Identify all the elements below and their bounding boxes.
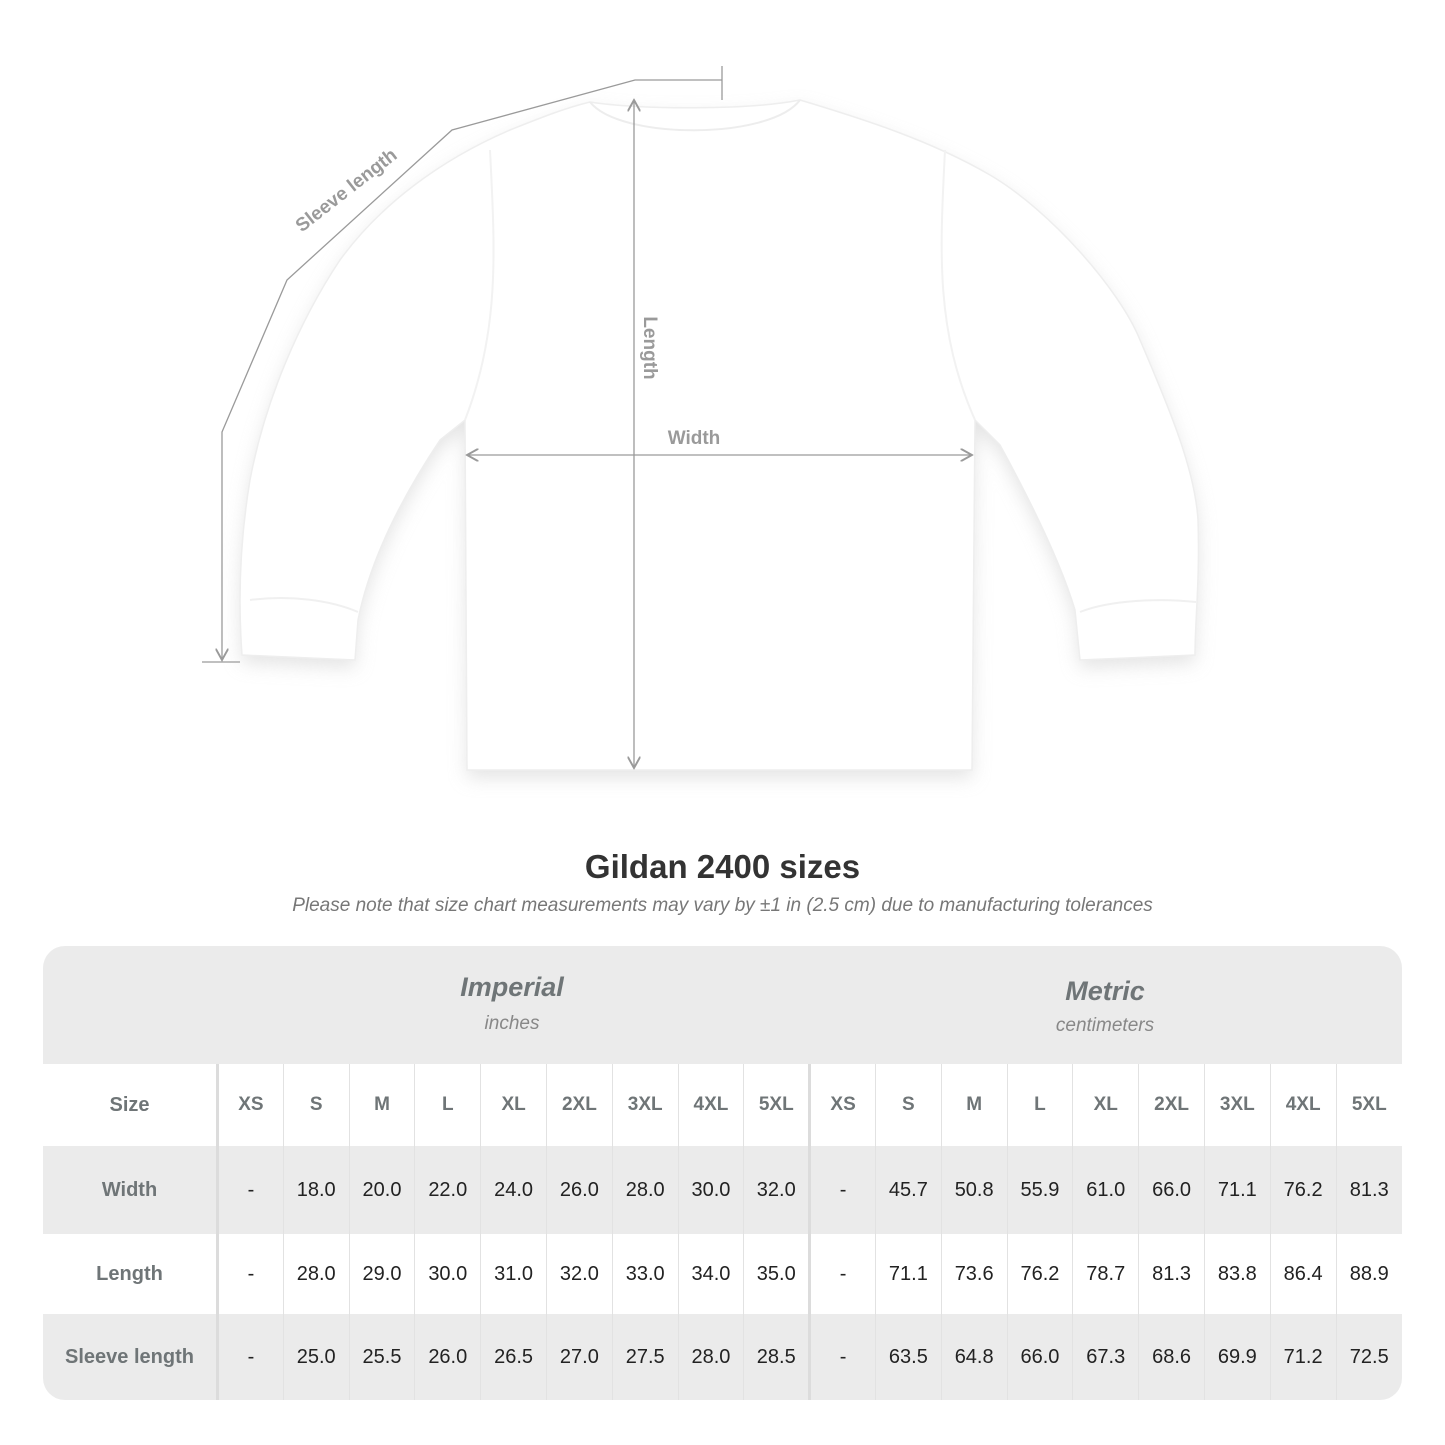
imperial-value-cell: 33.0 (611, 1234, 679, 1314)
size-chart: Imperial inches Metric centimeters Size X… (43, 946, 1402, 1400)
length-label: Length (639, 316, 660, 379)
long-sleeve-shirt (239, 99, 1200, 778)
metric-size-header: M (940, 1064, 1008, 1146)
metric-value-cell: 68.6 (1138, 1314, 1205, 1400)
metric-value-cell: 81.3 (1138, 1234, 1205, 1314)
metric-value-cell: 66.0 (1006, 1314, 1073, 1400)
imperial-value-cell: 28.0 (611, 1146, 679, 1234)
imperial-value-cell: 29.0 (348, 1234, 415, 1314)
metric-value-cell: 71.1 (874, 1234, 942, 1314)
imperial-size-header: L (414, 1064, 481, 1146)
row-label: Width (43, 1146, 219, 1234)
metric-size-header: 2XL (1138, 1064, 1205, 1146)
metric-value-cell: 69.9 (1203, 1314, 1271, 1400)
imperial-value-cell: 27.5 (611, 1314, 679, 1400)
imperial-value-cell: 28.0 (677, 1314, 744, 1400)
metric-value-cell: - (808, 1314, 876, 1400)
metric-size-header: L (1006, 1064, 1073, 1146)
imperial-value-cell: 28.5 (743, 1314, 810, 1400)
imperial-value-cell: 27.0 (545, 1314, 613, 1400)
imperial-value-cell: 32.0 (545, 1234, 613, 1314)
metric-value-cell: 71.1 (1203, 1146, 1271, 1234)
metric-value-cell: 76.2 (1006, 1234, 1073, 1314)
metric-value-cell: 78.7 (1072, 1234, 1139, 1314)
metric-size-header: 4XL (1269, 1064, 1337, 1146)
metric-size-header: 3XL (1203, 1064, 1271, 1146)
imperial-value-cell: 26.5 (480, 1314, 547, 1400)
metric-value-cell: 61.0 (1072, 1146, 1139, 1234)
metric-value-cell: 71.2 (1269, 1314, 1337, 1400)
imperial-size-header: S (282, 1064, 350, 1146)
metric-value-cell: 55.9 (1006, 1146, 1073, 1234)
imperial-value-cell: 25.0 (282, 1314, 350, 1400)
imperial-value-cell: 20.0 (348, 1146, 415, 1234)
imperial-value-cell: - (217, 1314, 284, 1400)
imperial-size-header: 5XL (743, 1064, 810, 1146)
metric-size-header: S (874, 1064, 942, 1146)
metric-value-cell: 45.7 (874, 1146, 942, 1234)
tolerance-note: Please note that size chart measurements… (292, 895, 1153, 916)
size-header-row: Size XS S M L XL 2XL 3XL 4XL 5XL XS S M L XL 2XL 3XL 4XL 5… (43, 1064, 1402, 1146)
imperial-value-cell: 26.0 (545, 1146, 613, 1234)
imperial-value-cell: 30.0 (414, 1234, 481, 1314)
metric-value-cell: 76.2 (1269, 1146, 1337, 1234)
table-row: Sleeve length -25.0 25.5 26.0 26.5 27.0 27.5 28… (43, 1314, 1402, 1400)
imperial-value-cell: 30.0 (677, 1146, 744, 1234)
page-title: Gildan 2400 sizes (584, 848, 861, 885)
metric-unit: centimeters (1055, 1015, 1155, 1036)
imperial-value-cell: 34.0 (677, 1234, 744, 1314)
imperial-value-cell: - (217, 1146, 284, 1234)
size-chart-header: Imperial inches Metric centimeters (43, 946, 1402, 1064)
metric-value-cell: 66.0 (1138, 1146, 1205, 1234)
imperial-size-header: 4XL (677, 1064, 744, 1146)
imperial-value-cell: 31.0 (480, 1234, 547, 1314)
imperial-size-header: 3XL (611, 1064, 679, 1146)
size-table: Size XS S M L XL 2XL 3XL 4XL 5XL XS S M L XL 2XL 3XL 4XL 5… (43, 1064, 1402, 1400)
table-row: Width -18.0 20.0 22.0 24.0 26.0 28.0 30.0 32.0-4… (43, 1146, 1402, 1234)
metric-size-header: 5XL (1335, 1064, 1402, 1146)
size-label: Size (43, 1064, 219, 1146)
imperial-value-cell: 24.0 (480, 1146, 547, 1234)
metric-value-cell: 81.3 (1335, 1146, 1402, 1234)
metric-size-header: XL (1072, 1064, 1139, 1146)
imperial-value-cell: - (217, 1234, 284, 1314)
imperial-header: Imperial inches (216, 946, 808, 1064)
metric-value-cell: 73.6 (940, 1234, 1008, 1314)
width-label: Width (668, 428, 721, 449)
metric-value-cell: 86.4 (1269, 1234, 1337, 1314)
imperial-size-header: 2XL (545, 1064, 613, 1146)
metric-value-cell: - (808, 1146, 876, 1234)
imperial-unit: inches (484, 1013, 540, 1034)
metric-header: Metric centimeters (808, 946, 1402, 1064)
metric-value-cell: 63.5 (874, 1314, 942, 1400)
imperial-value-cell: 22.0 (414, 1146, 481, 1234)
sleeve-length-measure (202, 66, 723, 663)
metric-value-cell: 50.8 (940, 1146, 1008, 1234)
metric-value-cell: 67.3 (1072, 1314, 1139, 1400)
metric-value-cell: 72.5 (1335, 1314, 1402, 1400)
imperial-value-cell: 26.0 (414, 1314, 481, 1400)
table-row: Length -28.0 29.0 30.0 31.0 32.0 33.0 34.0 35.0-… (43, 1234, 1402, 1314)
imperial-title: Imperial (460, 972, 564, 1002)
imperial-value-cell: 32.0 (743, 1146, 810, 1234)
imperial-size-header: XL (480, 1064, 547, 1146)
imperial-size-header: XS (217, 1064, 284, 1146)
imperial-size-header: M (348, 1064, 415, 1146)
imperial-value-cell: 18.0 (282, 1146, 350, 1234)
row-label: Length (43, 1234, 219, 1314)
imperial-value-cell: 25.5 (348, 1314, 415, 1400)
metric-value-cell: 64.8 (940, 1314, 1008, 1400)
row-label: Sleeve length (43, 1314, 219, 1400)
shirt-diagram: Sleeve length Length Width (202, 66, 1200, 778)
metric-value-cell: 88.9 (1335, 1234, 1402, 1314)
metric-title: Metric (1065, 976, 1145, 1006)
imperial-value-cell: 28.0 (282, 1234, 350, 1314)
imperial-value-cell: 35.0 (743, 1234, 810, 1314)
metric-size-header: XS (808, 1064, 876, 1146)
metric-value-cell: - (808, 1234, 876, 1314)
metric-value-cell: 83.8 (1203, 1234, 1271, 1314)
